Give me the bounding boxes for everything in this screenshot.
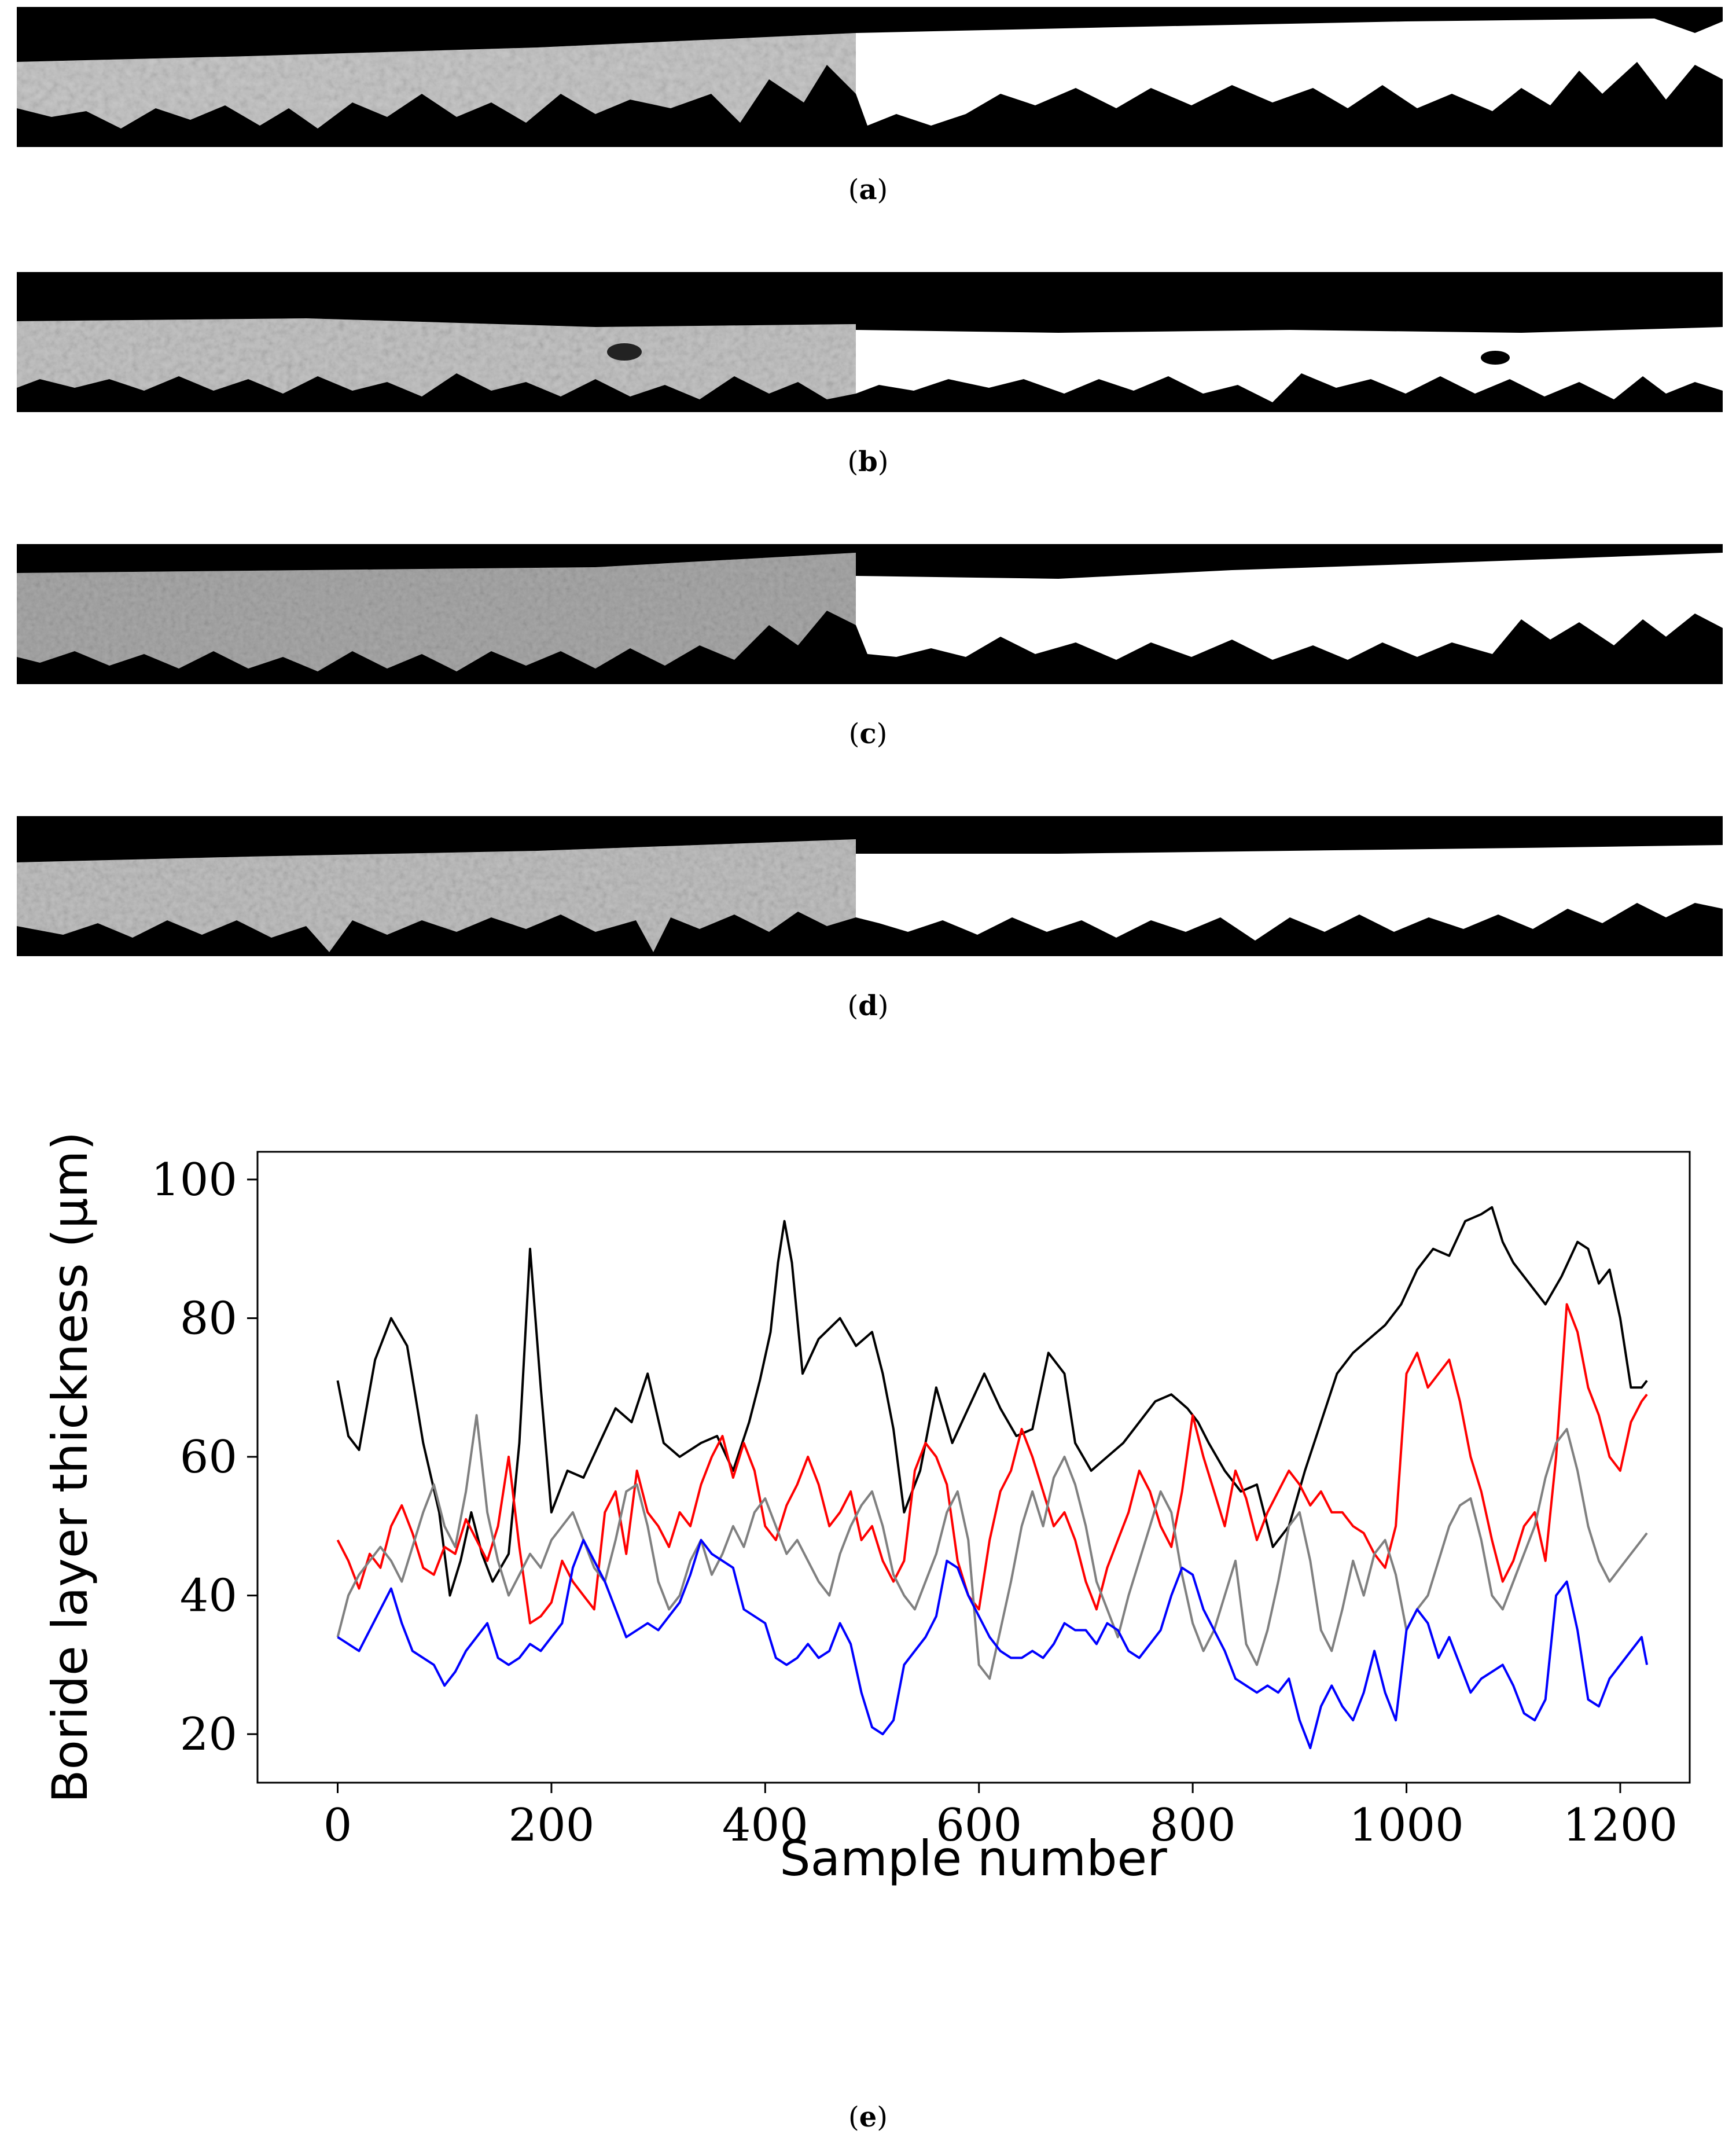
series-layer — [336, 1206, 1649, 1750]
micrograph-panel-b — [17, 272, 1723, 412]
micrograph-panel-a — [17, 7, 1723, 147]
binary-layer-a — [856, 19, 1723, 126]
x-axis-label: Sample number — [779, 1830, 1167, 1887]
y-axis-label: Boride layer thickness (μm) — [42, 1132, 98, 1803]
grayscale-layer-b — [17, 318, 856, 399]
caption-b: (b) — [847, 446, 889, 478]
thickness-line-chart: 0 200 400 600 800 1000 1200 20 40 60 80 100 Sample … — [42, 1132, 1691, 1887]
series-line-black — [336, 1206, 1648, 1597]
binary-layer-b — [856, 327, 1723, 402]
micrograph-pair-a — [17, 7, 1723, 147]
x-tick-label: 400 — [722, 1799, 808, 1852]
caption-d: (d) — [847, 990, 889, 1022]
micrograph-panel-c — [17, 544, 1723, 684]
y-tick-label: 40 — [180, 1570, 237, 1622]
micrograph-pair-d — [17, 816, 1723, 956]
grayscale-layer-a — [17, 33, 856, 128]
grayscale-layer-c — [17, 553, 856, 671]
axis-layer: 0 200 400 600 800 1000 1200 20 40 60 80 100 — [151, 1154, 1678, 1852]
binary-layer-c — [856, 553, 1723, 660]
x-tick-label: 600 — [936, 1799, 1022, 1852]
micrograph-pair-b — [17, 272, 1723, 412]
x-tick-label: 200 — [508, 1799, 594, 1852]
x-tick-label: 800 — [1150, 1799, 1236, 1852]
micrograph-panel-d — [17, 816, 1723, 956]
micrograph-pair-c — [17, 544, 1723, 684]
series-line-red — [336, 1303, 1648, 1625]
caption-a: (a) — [848, 174, 888, 206]
x-tick-label: 1000 — [1349, 1799, 1464, 1852]
binary-layer-d — [856, 845, 1723, 941]
series-line-blue — [337, 1538, 1649, 1750]
x-tick-label: 1200 — [1563, 1799, 1678, 1852]
grayscale-layer-d — [17, 839, 856, 952]
y-tick-label: 100 — [151, 1154, 237, 1206]
y-tick-label: 60 — [180, 1431, 237, 1483]
plot-frame — [256, 1151, 1691, 1784]
series-line-gray — [336, 1414, 1648, 1680]
caption-c: (c) — [848, 718, 888, 750]
y-tick-label: 80 — [180, 1292, 237, 1345]
y-tick-label: 20 — [180, 1709, 237, 1761]
caption-e: (e) — [848, 2101, 888, 2133]
x-tick-label: 0 — [323, 1799, 352, 1852]
